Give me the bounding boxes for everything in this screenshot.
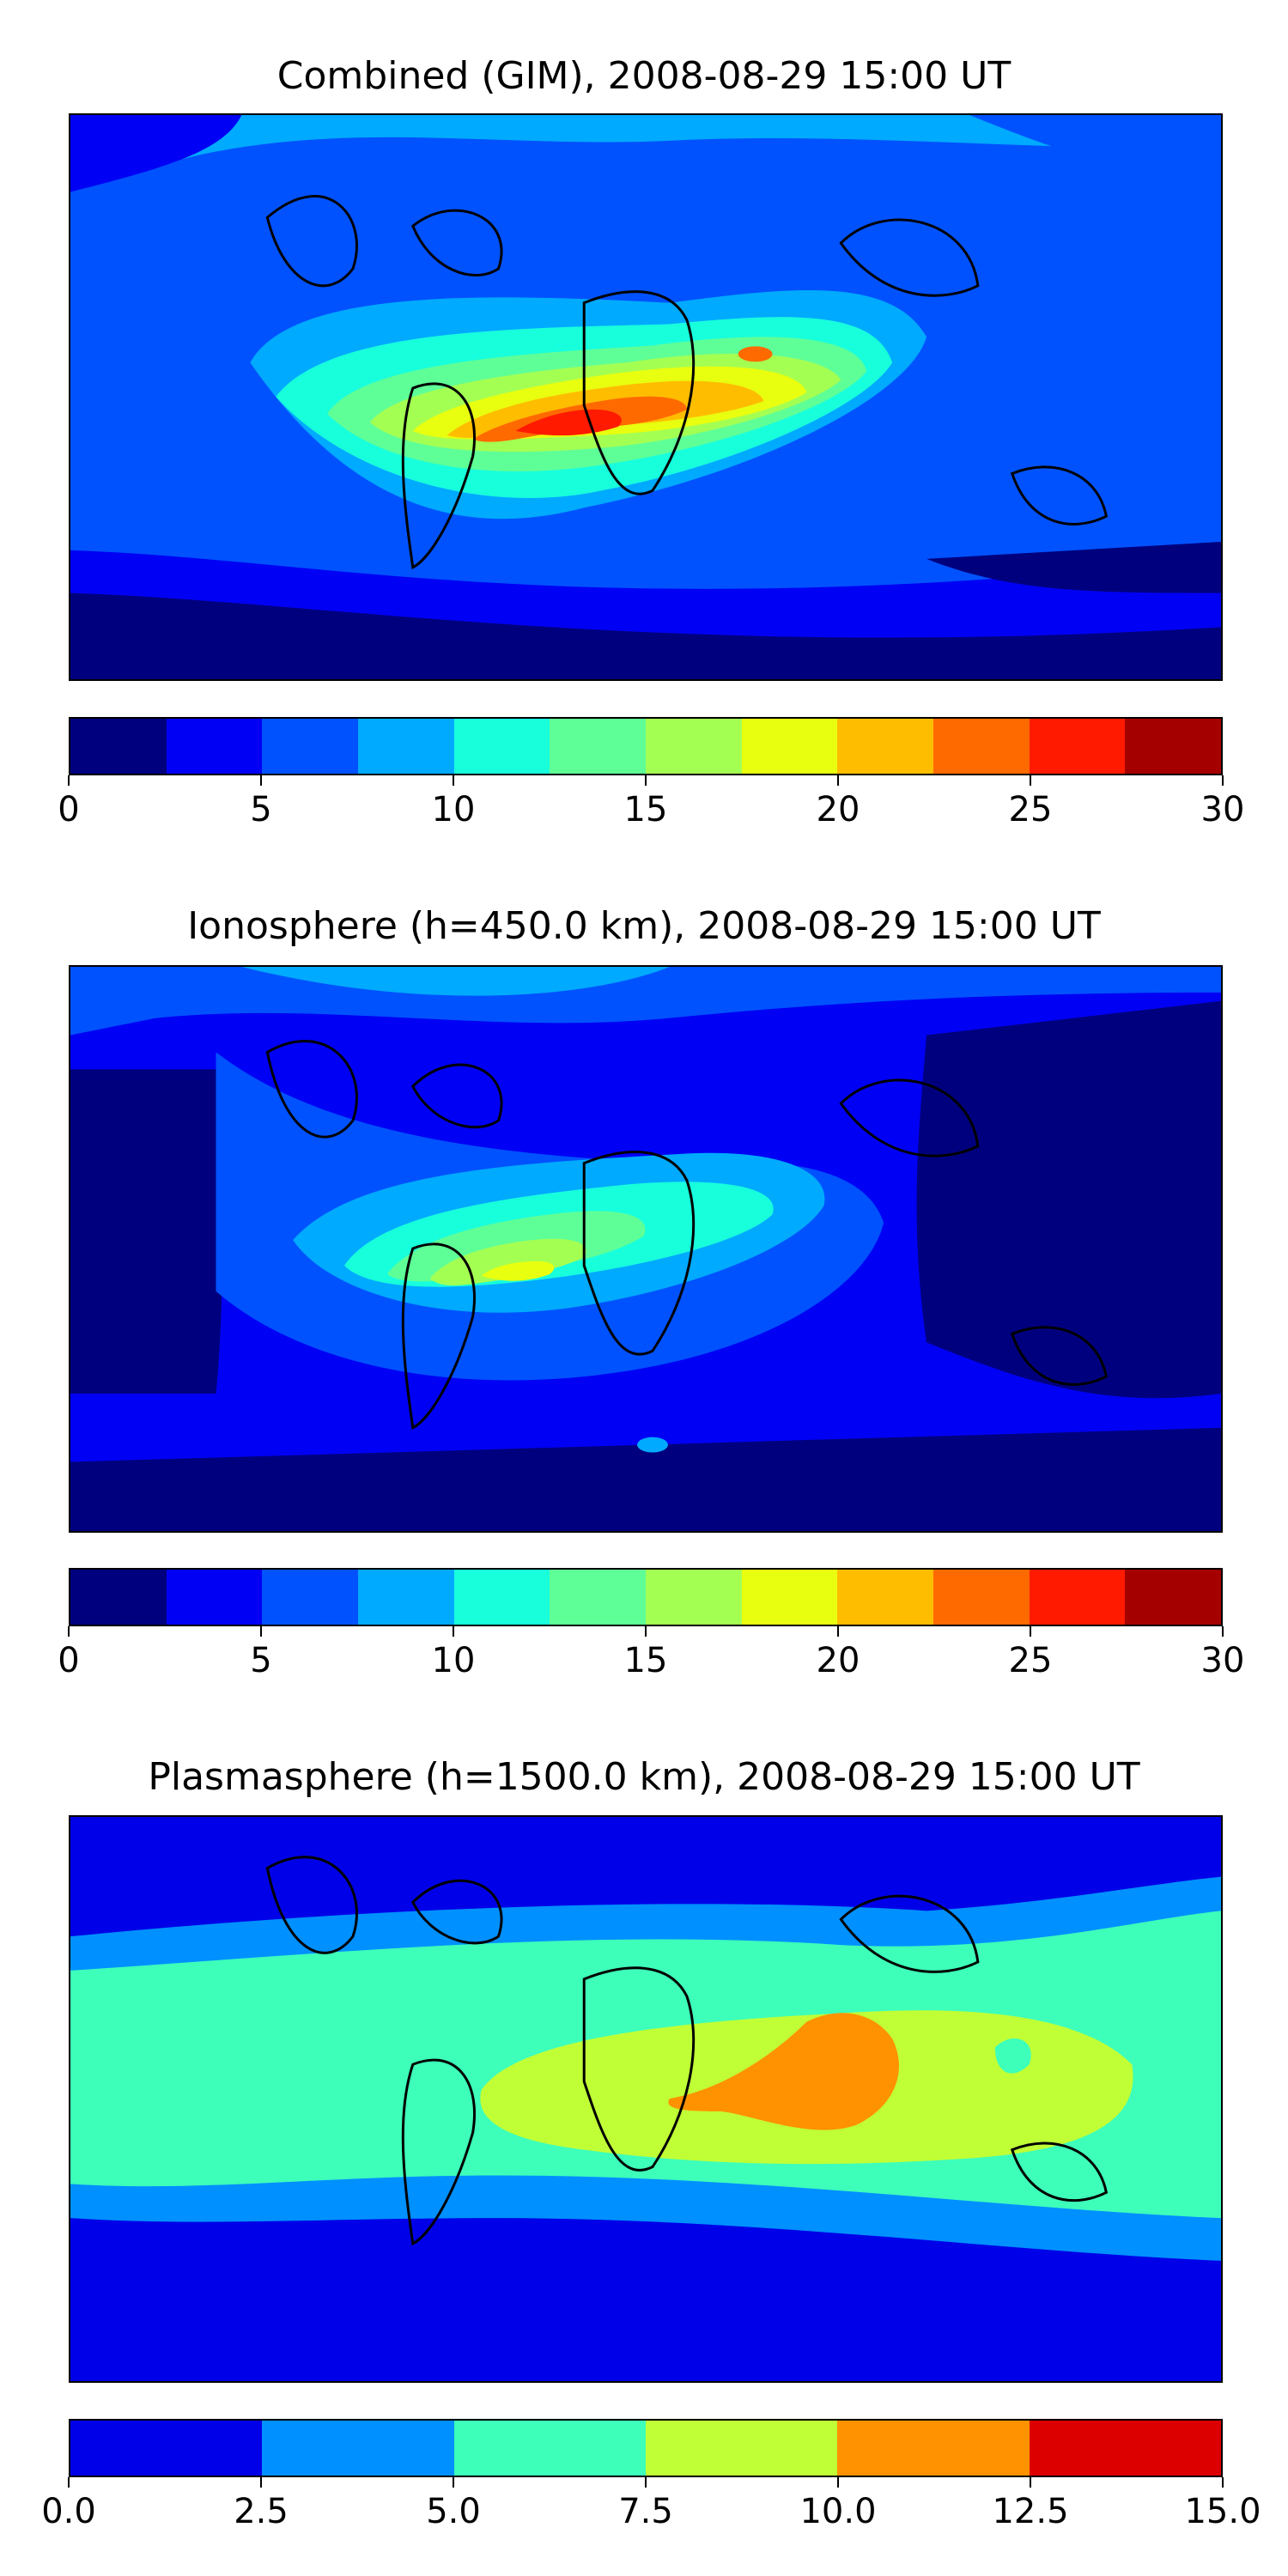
colorbar-segment [646,719,742,774]
colorbar-tick-mark [837,775,839,786]
colorbar-segment [358,1570,454,1625]
colorbar-tick-label: 30 [1200,790,1245,829]
colorbar-tick-label: 5 [250,790,272,829]
colorbar-tick-mark [453,2477,454,2488]
colorbar-segment [550,1570,647,1625]
colorbar-tick-mark [260,1626,262,1637]
colorbar-tick-label: 10.0 [799,2492,877,2531]
colorbar-segment [933,1570,1030,1625]
colorbar-tick-mark [453,1626,454,1637]
colorbar-segment [741,1570,838,1625]
colorbar-tick-mark [837,1626,839,1637]
colorbar-segment [1029,1570,1126,1625]
colorbar-tick-label: 10 [431,790,476,829]
colorbar-segment [837,2421,1030,2476]
colorbar-segment [70,1570,167,1625]
colorbar-segment [933,719,1030,774]
colorbar-segment [1125,719,1222,774]
colorbar-tick-mark [645,1626,647,1637]
colorbar-segment [837,1570,934,1625]
colorbar-segment [262,2421,454,2476]
colorbar-tick-label: 25 [1008,790,1053,829]
colorbar-ticks-combined: 0 5 10 15 20 25 30 [58,775,1244,829]
map-title-ionosphere: Ionosphere (h=450.0 km), 2008-08-29 15:0… [187,904,1101,948]
map-combined [69,113,1223,681]
colorbar-tick-mark [260,775,262,786]
colorbar-segment [1029,2421,1221,2476]
colorbar-segment [645,2421,838,2476]
colorbar-tick-label: 0 [58,1641,80,1680]
colorbar-ionosphere [69,1568,1223,1626]
colorbar-tick-mark [1222,775,1224,786]
colorbar-tick-mark [260,2477,262,2488]
contour-map-ionosphere [70,967,1221,1531]
colorbar-plasmasphere [69,2419,1223,2477]
colorbar-segment [550,719,647,774]
colorbar-tick-mark [645,775,647,786]
colorbar-segment [166,1570,263,1625]
colorbar-tick-mark [1030,1626,1031,1637]
map-ionosphere [69,965,1223,1533]
colorbar-tick-mark [453,775,454,786]
colorbar-tick-mark [68,775,70,786]
colorbar-tick-mark [645,2477,647,2488]
map-plasmasphere [69,1815,1223,2383]
colorbar-tick-mark [837,2477,839,2488]
contour-map-plasmasphere [70,1817,1221,2381]
colorbar-tick-mark [68,1626,70,1637]
colorbar-segment [1029,719,1126,774]
colorbar-tick-mark [1030,2477,1031,2488]
colorbar-segment [453,719,550,774]
colorbar-segment [70,719,167,774]
colorbar-tick-label: 30 [1200,1641,1245,1680]
colorbar-tick-label: 5 [250,1641,272,1680]
colorbar-tick-label: 12.5 [992,2492,1069,2531]
colorbar-tick-label: 25 [1008,1641,1053,1680]
colorbar-tick-mark [1030,775,1031,786]
colorbar-segment [166,719,263,774]
colorbar-ticks-ionosphere: 0 5 10 15 20 25 30 [58,1626,1244,1680]
colorbar-tick-label: 15 [623,790,668,829]
colorbar-segment [358,719,454,774]
colorbar-tick-label: 15 [623,1641,668,1680]
colorbar-segment [837,719,934,774]
colorbar-tick-label: 5.0 [426,2492,481,2531]
colorbar-tick-label: 10 [431,1641,476,1680]
colorbar-segment [453,2421,646,2476]
colorbar-segment [1125,1570,1222,1625]
colorbar-tick-label: 20 [816,1641,860,1680]
colorbar-segment [70,2421,263,2476]
colorbar-tick-label: 0 [58,790,80,829]
colorbar-segment [646,1570,742,1625]
map-title-combined: Combined (GIM), 2008-08-29 15:00 UT [276,54,1012,98]
contour-map-combined [70,115,1221,679]
colorbar-segment [741,719,838,774]
colorbar-tick-mark [68,2477,70,2488]
colorbar-combined [69,717,1223,775]
colorbar-tick-label: 7.5 [618,2492,673,2531]
colorbar-tick-mark [1222,1626,1224,1637]
colorbar-tick-label: 0.0 [41,2492,96,2531]
colorbar-ticks-plasmasphere: 0.0 2.5 5.0 7.5 10.0 12.5 15.0 [41,2477,1261,2531]
map-title-plasmasphere: Plasmasphere (h=1500.0 km), 2008-08-29 1… [148,1755,1140,1799]
colorbar-tick-label: 15.0 [1184,2492,1261,2531]
colorbar-tick-label: 20 [816,790,860,829]
colorbar-tick-label: 2.5 [234,2492,289,2531]
colorbar-segment [262,719,359,774]
colorbar-segment [453,1570,550,1625]
colorbar-segment [262,1570,359,1625]
colorbar-tick-mark [1222,2477,1224,2488]
